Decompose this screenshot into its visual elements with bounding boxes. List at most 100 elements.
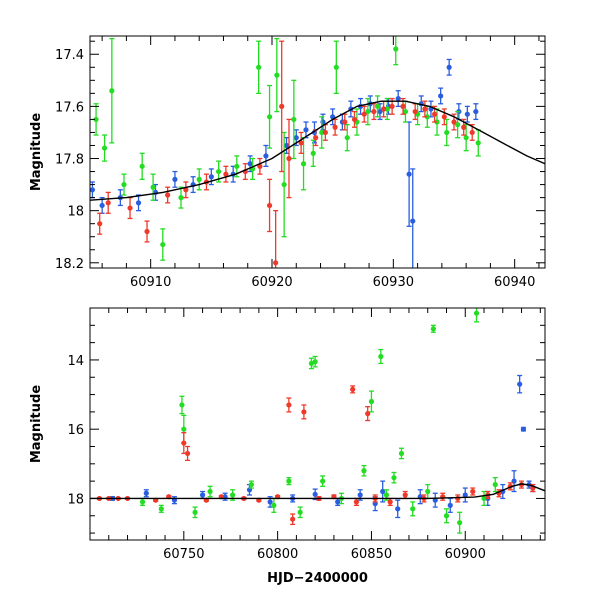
y-tick-label: 17.4: [55, 48, 84, 63]
data-point: [457, 511, 463, 534]
data-point: [440, 492, 446, 501]
data-point: [310, 139, 316, 167]
data-point: [428, 100, 434, 118]
x-tick-label: 60920: [251, 275, 292, 290]
data-point: [208, 168, 214, 186]
data-point: [183, 181, 189, 199]
data-point: [256, 40, 262, 94]
data-point: [395, 90, 401, 108]
data-point: [290, 494, 296, 503]
data-point: [93, 103, 99, 136]
y-tick-label: 17.8: [55, 153, 84, 168]
data-point: [207, 485, 213, 498]
data-series-2: [139, 308, 498, 534]
data-point: [178, 186, 184, 209]
data-point: [312, 355, 318, 368]
data-point: [351, 110, 358, 128]
data-point: [127, 196, 133, 220]
data-point: [101, 134, 108, 162]
data-point: [374, 95, 381, 118]
data-point: [410, 168, 416, 268]
data-point: [266, 178, 273, 233]
data-point: [263, 144, 269, 167]
data-point: [475, 129, 481, 157]
data-point: [257, 157, 263, 175]
data-point: [350, 385, 356, 394]
data-point: [383, 489, 390, 501]
data-point: [281, 131, 287, 238]
data-point: [425, 483, 431, 500]
data-point: [179, 395, 185, 415]
data-point: [463, 123, 469, 152]
data-point: [387, 497, 393, 507]
data-point: [438, 87, 444, 105]
data-point: [353, 497, 360, 507]
data-point: [361, 464, 367, 477]
data-point: [150, 173, 156, 201]
data-point: [455, 494, 461, 503]
x-tick-label: 60940: [494, 275, 535, 290]
data-point: [143, 489, 149, 498]
data-point: [344, 123, 350, 152]
data-point: [192, 506, 198, 519]
y-axis: 14 16 18: [67, 307, 545, 534]
data-point: [398, 447, 405, 460]
data-point: [248, 480, 254, 489]
data-point: [286, 118, 292, 199]
data-point: [144, 220, 150, 243]
data-point: [470, 487, 476, 496]
data-point: [223, 165, 229, 183]
y-axis-title: Magnitude: [29, 113, 44, 192]
x-axis: 60910 60920 60930 60940: [101, 36, 540, 290]
data-point: [196, 168, 202, 191]
model-curve: [90, 100, 545, 201]
data-point: [368, 390, 375, 413]
data-point: [184, 445, 191, 462]
data-point: [319, 116, 325, 149]
data-series-1: [109, 374, 536, 519]
data-point: [441, 108, 447, 126]
data-point: [464, 105, 470, 123]
data-point: [165, 186, 171, 204]
data-point: [473, 308, 480, 323]
data-point: [357, 97, 364, 115]
data-point: [229, 489, 236, 501]
data-point: [297, 506, 303, 519]
data-point: [199, 490, 206, 500]
data-point: [274, 37, 280, 113]
data-point: [395, 499, 401, 519]
data-point: [332, 118, 338, 136]
data-point: [139, 152, 145, 181]
data-point: [520, 426, 527, 432]
y-axis: 17.4 17.6 17.8 18 18.2: [55, 40, 545, 272]
data-point: [172, 170, 178, 188]
data-point: [322, 123, 328, 141]
data-point: [410, 501, 416, 517]
data-point: [97, 212, 103, 235]
data-point: [109, 37, 115, 144]
x-tick-label: 60930: [373, 275, 414, 290]
x-tick-label: 60900: [445, 547, 486, 562]
data-point: [517, 374, 523, 394]
plot-area: [90, 36, 545, 268]
model-curve: [90, 483, 545, 500]
bottom-panel: 60750 60800 60850 60900 14 16 18 Magnitude HJD−2…: [29, 307, 546, 586]
data-point: [99, 196, 105, 214]
data-point: [406, 121, 412, 227]
y-tick-label: 18: [67, 205, 84, 220]
data-point: [447, 497, 453, 513]
x-tick-label: 60850: [351, 547, 392, 562]
y-tick-label: 16: [67, 423, 84, 438]
data-point: [391, 471, 397, 484]
plot-frame: [89, 307, 546, 541]
data-point: [320, 475, 326, 487]
data-point: [286, 477, 292, 486]
data-point: [481, 490, 487, 507]
data-point: [473, 103, 479, 121]
data-point: [139, 497, 146, 507]
data-point: [273, 210, 279, 268]
data-point: [298, 131, 304, 154]
data-point: [121, 173, 127, 196]
data-point: [286, 397, 292, 413]
data-point: [291, 79, 297, 160]
